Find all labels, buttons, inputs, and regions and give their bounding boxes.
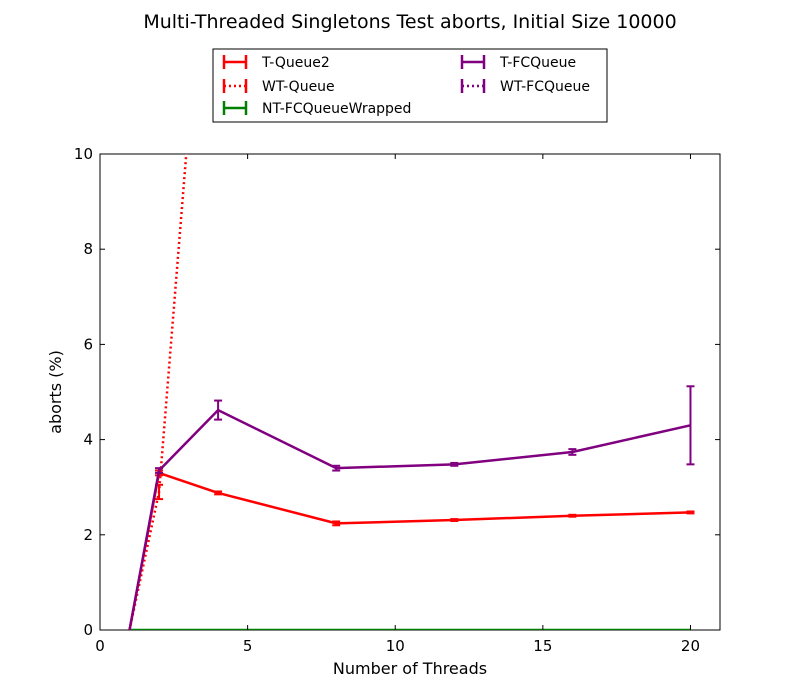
- error-bar: [568, 513, 577, 518]
- y-tick-label: 0: [83, 621, 93, 639]
- x-tick-label: 20: [681, 637, 700, 655]
- legend-entry: WT-FCQueue: [460, 79, 590, 95]
- x-tick-label: 10: [386, 637, 405, 655]
- legend-box: [212, 48, 608, 123]
- legend: T-Queue2 WT-Queue NT-FCQueueWrapped T-FCQue…: [212, 48, 608, 123]
- error-bar: [686, 385, 695, 466]
- y-tick-label: 8: [83, 240, 93, 258]
- error-bar: [214, 399, 223, 421]
- error-bar: [450, 518, 459, 522]
- chart-title: Multi-Threaded Singletons Test aborts, I…: [143, 11, 676, 33]
- legend-label: WT-FCQueue: [500, 79, 590, 95]
- y-tick-label: 10: [74, 145, 93, 163]
- x-tick-label: 0: [95, 637, 105, 655]
- legend-label: T-Queue2: [261, 55, 330, 71]
- legend-label: T-FCQueue: [499, 55, 576, 71]
- error-bar: [686, 510, 695, 515]
- legend-label: WT-Queue: [262, 79, 335, 95]
- y-tick-label: 6: [83, 335, 93, 353]
- legend-entry: T-Queue2: [222, 55, 330, 71]
- plot-area: 0 5 10 15 20 0 2 4 6 8 10: [74, 145, 721, 655]
- plot-frame: [99, 153, 721, 631]
- legend-entry: T-FCQueue: [460, 55, 576, 71]
- x-axis-label: Number of Threads: [333, 659, 487, 678]
- error-bar: [214, 490, 223, 496]
- x-tick-label: 15: [533, 637, 552, 655]
- error-bar: [332, 464, 341, 472]
- error-bar: [332, 520, 341, 527]
- error-bar: [450, 461, 459, 467]
- y-axis-label: aborts (%): [46, 350, 65, 434]
- y-tick-label: 2: [83, 526, 93, 544]
- legend-entry: WT-Queue: [222, 79, 335, 95]
- x-tick-label: 5: [243, 637, 253, 655]
- error-bar: [155, 467, 164, 474]
- legend-entry: NT-FCQueueWrapped: [222, 101, 411, 117]
- series-3: [128, 385, 695, 630]
- error-bar: [568, 448, 577, 456]
- legend-label: NT-FCQueueWrapped: [262, 101, 411, 117]
- y-tick-label: 4: [83, 431, 93, 449]
